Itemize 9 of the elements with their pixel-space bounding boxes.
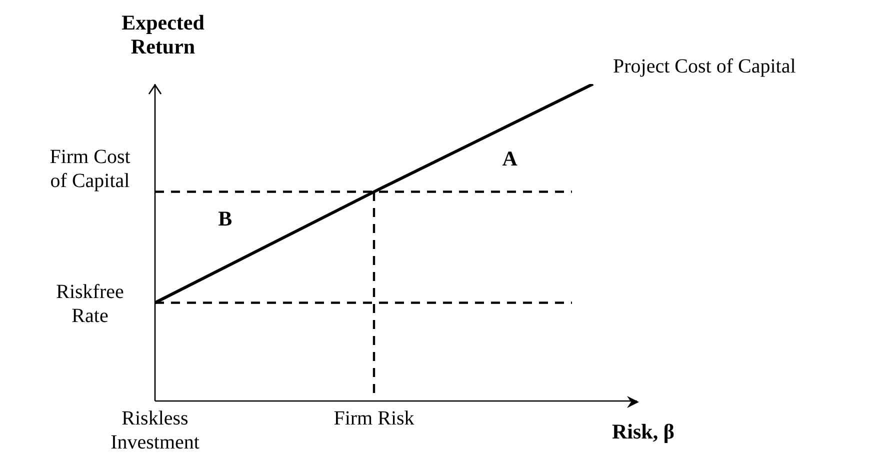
y-axis-title: Expected Return bbox=[122, 10, 205, 58]
x-tick-label: Riskless Investment bbox=[110, 407, 200, 454]
series-label: Project Cost of Capital bbox=[613, 55, 796, 78]
x-tick-label: Firm Risk bbox=[334, 407, 414, 430]
x-axis-title: Risk, β bbox=[612, 419, 674, 444]
ref-line-label: Firm Cost of Capital bbox=[50, 146, 131, 192]
annotation: A bbox=[502, 146, 518, 170]
ref-line-label: Riskfree Rate bbox=[56, 280, 124, 327]
annotation: B bbox=[218, 206, 232, 231]
